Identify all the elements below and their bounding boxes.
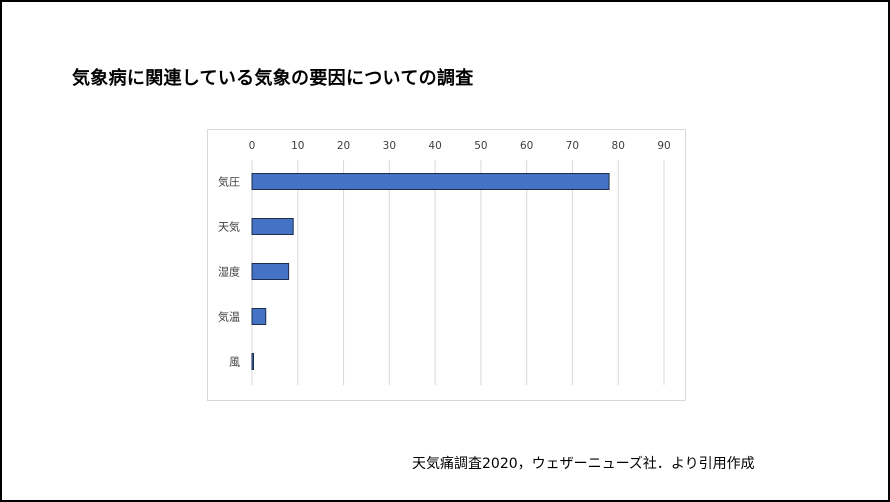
bar-4 <box>251 308 267 325</box>
source-citation: 天気痛調査2020，ウェザーニューズ社．より引用作成 <box>412 456 755 472</box>
y-category-label: 気温 <box>218 310 240 324</box>
y-category-label: 風 <box>229 356 240 369</box>
x-tick-label: 50 <box>474 140 487 152</box>
y-category-label: 天気 <box>218 220 240 234</box>
x-tick-label: 90 <box>657 140 670 152</box>
x-tick-label: 0 <box>249 140 256 152</box>
bar-5 <box>251 353 254 370</box>
x-tick-label: 30 <box>383 140 396 152</box>
x-tick-label: 10 <box>291 140 304 152</box>
x-tick-label: 40 <box>428 140 441 152</box>
bar-1 <box>251 173 610 190</box>
bar-chart: 0 10 20 30 40 50 60 70 80 90 気圧天気湿度気温風 <box>207 129 686 401</box>
x-tick-label: 80 <box>612 140 625 152</box>
y-category-label: 気圧 <box>218 175 240 189</box>
y-category-label: 湿度 <box>218 265 240 279</box>
x-tick-label: 60 <box>520 140 533 152</box>
x-tick-label: 70 <box>566 140 579 152</box>
slide-title: 気象病に関連している気象の要因についての調査 <box>72 68 474 89</box>
bar-3 <box>251 263 290 280</box>
x-tick-label: 20 <box>337 140 350 152</box>
bar-2 <box>251 218 294 235</box>
